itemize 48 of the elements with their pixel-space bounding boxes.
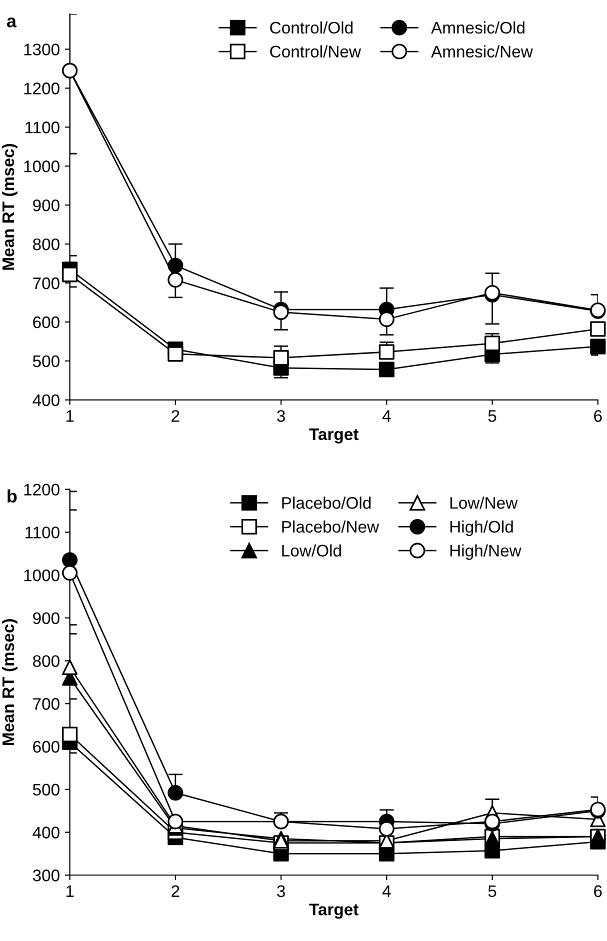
legend-label: Low/New [450, 496, 518, 509]
legend-label: Low/Old [282, 544, 341, 557]
x-tick-label: 2 [172, 885, 180, 897]
y-tick-label: 800 [33, 655, 60, 667]
x-tick-label: 6 [594, 885, 602, 898]
x-tick-label: 3 [277, 410, 285, 422]
y-tick-label: 700 [33, 698, 60, 710]
y-tick-label: 600 [33, 740, 60, 753]
y-tick-label: 1200 [24, 82, 60, 94]
y-tick-label: 500 [32, 784, 60, 796]
legend-label: Control/Old [270, 21, 353, 34]
legend-label: High/Old [450, 520, 513, 536]
x-tick-label: 4 [382, 885, 391, 897]
x-axis-title: Target [309, 428, 358, 444]
legend-label: Placebo/Old [282, 496, 371, 509]
y-tick-label: 400 [32, 826, 60, 838]
legend-label: Amnesic/New [431, 45, 533, 58]
y-tick-label: 900 [33, 199, 60, 212]
y-tick-label: 400 [32, 394, 60, 406]
legend-label: Placebo/New [282, 520, 380, 533]
legend-label: High/New [450, 544, 522, 560]
x-tick-label: 5 [488, 885, 496, 898]
chart-title: b [8, 489, 17, 503]
x-tick-label: 1 [66, 885, 74, 897]
y-tick-label: 1100 [26, 122, 60, 134]
y-axis-title: Mean RT (msec) [2, 144, 18, 270]
x-tick-label: 6 [594, 410, 602, 422]
y-tick-label: 900 [33, 612, 60, 624]
legend-label: Control/New [270, 45, 362, 58]
x-tick-label: 2 [172, 410, 180, 422]
x-axis-title: Target [309, 904, 358, 919]
y-axis-title: Mean RT (msec) [2, 619, 18, 746]
y-tick-label: 700 [33, 277, 60, 290]
y-tick-label: 500 [32, 355, 60, 368]
y-tick-label: 300 [32, 870, 60, 882]
x-tick-label: 3 [277, 885, 285, 898]
x-tick-label: 5 [488, 410, 496, 422]
x-tick-label: 1 [66, 410, 74, 422]
y-tick-label: 1300 [24, 44, 60, 56]
y-tick-label: 1000 [24, 160, 60, 172]
x-tick-label: 4 [382, 410, 391, 422]
chart-title: a [6, 17, 17, 28]
y-tick-label: 1200 [24, 484, 60, 496]
y-tick-label: 1000 [24, 569, 60, 582]
y-tick-label: 1100 [26, 526, 60, 538]
legend-label: Amnesic/Old [431, 21, 524, 34]
y-tick-label: 600 [33, 316, 60, 328]
y-tick-label: 800 [33, 238, 60, 250]
